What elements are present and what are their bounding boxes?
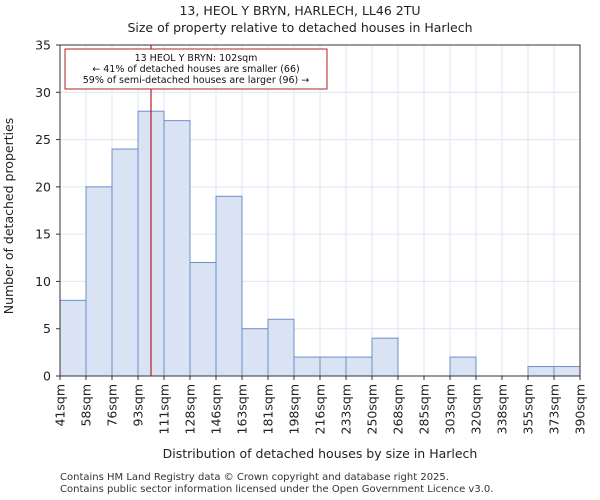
- histogram-bar: [189, 262, 217, 377]
- histogram-bar: [215, 195, 243, 377]
- histogram-bar: [449, 356, 477, 377]
- y-tick-label: 5: [43, 321, 51, 336]
- x-axis: 41sqm 58sqm 76sqm 93sqm 111sqm 128sqm 146sqm 16…: [53, 376, 588, 434]
- x-tick-label: 181sqm: [261, 384, 276, 434]
- histogram-bar: [319, 356, 347, 377]
- x-tick-label: 338sqm: [495, 384, 510, 434]
- x-tick-label: 216sqm: [313, 384, 328, 434]
- x-tick-label: 111sqm: [157, 384, 172, 434]
- histogram-bar: [371, 337, 399, 377]
- x-tick-label: 128sqm: [183, 384, 198, 434]
- x-tick-label: 41sqm: [53, 384, 68, 427]
- x-tick-label: 250sqm: [365, 384, 380, 434]
- x-tick-label: 58sqm: [79, 384, 94, 427]
- x-tick-label: 233sqm: [339, 384, 354, 434]
- y-tick-label: 35: [35, 38, 51, 53]
- y-tick-label: 20: [35, 179, 51, 194]
- annotation-larger: 59% of semi-detached houses are larger (…: [83, 75, 310, 86]
- histogram-bar: [527, 366, 555, 377]
- annotation-smaller: ← 41% of detached houses are smaller (66…: [92, 64, 299, 75]
- chart-title-line2: Size of property relative to detached ho…: [127, 20, 472, 35]
- x-tick-label: 285sqm: [417, 384, 432, 434]
- histogram-bar: [293, 356, 321, 377]
- annotation-title: 13 HEOL Y BRYN: 102sqm: [135, 53, 258, 64]
- histogram-bar: [267, 318, 295, 377]
- x-tick-label: 93sqm: [131, 384, 146, 427]
- histogram-bar: [111, 148, 139, 377]
- x-tick-label: 355sqm: [521, 384, 536, 434]
- chart-title-line1: 13, HEOL Y BRYN, HARLECH, LL46 2TU: [179, 3, 420, 18]
- x-tick-label: 146sqm: [209, 384, 224, 434]
- histogram-bar: [553, 366, 581, 377]
- x-tick-label: 76sqm: [105, 384, 120, 427]
- y-tick-label: 10: [35, 274, 51, 289]
- y-axis: 0 5 10 15 20 25 30 35: [35, 38, 60, 384]
- bars: [59, 110, 581, 377]
- histogram-bar: [85, 186, 113, 377]
- y-axis-label: Number of detached properties: [1, 118, 16, 315]
- annotation-box: 13 HEOL Y BRYN: 102sqm ← 41% of detached…: [64, 48, 328, 90]
- annotation-frame: [64, 48, 328, 90]
- y-tick-label: 15: [35, 227, 51, 242]
- y-tick-label: 25: [35, 132, 51, 147]
- histogram-bar: [241, 328, 269, 377]
- x-tick-label: 268sqm: [391, 384, 406, 434]
- y-tick-label: 0: [43, 369, 51, 384]
- x-tick-label: 303sqm: [443, 384, 458, 434]
- x-axis-label: Distribution of detached houses by size …: [163, 446, 478, 461]
- histogram-bar: [345, 356, 373, 377]
- footer-copyright: Contains HM Land Registry data © Crown c…: [60, 472, 449, 483]
- histogram-bar: [163, 120, 191, 377]
- x-tick-label: 373sqm: [547, 384, 562, 434]
- x-tick-label: 198sqm: [287, 384, 302, 434]
- y-tick-label: 30: [35, 85, 51, 100]
- x-tick-label: 390sqm: [573, 384, 588, 434]
- histogram-bar: [59, 299, 87, 377]
- footer-licence: Contains public sector information licen…: [60, 484, 494, 495]
- x-tick-label: 320sqm: [469, 384, 484, 434]
- x-tick-label: 163sqm: [235, 384, 250, 434]
